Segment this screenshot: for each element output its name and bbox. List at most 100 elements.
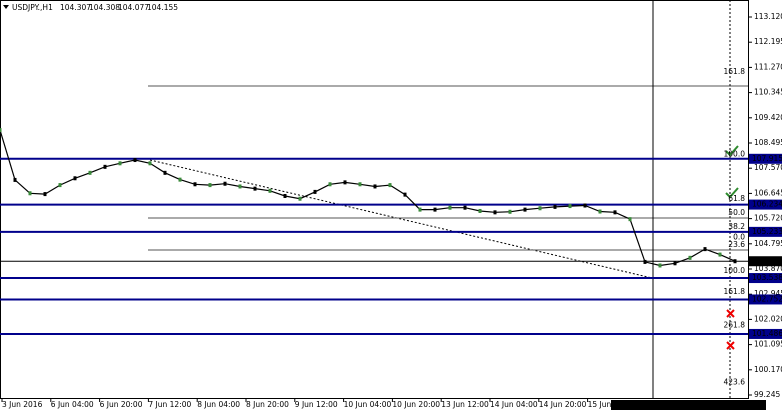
level-label-box <box>749 199 782 210</box>
candle <box>703 247 707 252</box>
signal-icons <box>725 145 739 350</box>
level-label-box <box>749 256 782 267</box>
candle <box>163 170 167 175</box>
trend-line <box>149 159 653 279</box>
candle <box>388 183 392 188</box>
level-label: 102.752 <box>752 294 782 303</box>
cursor-label-box <box>611 400 689 410</box>
x-tick-label: 10 Jun 20:00 <box>392 400 440 409</box>
candle <box>298 196 302 201</box>
symbol-label: USDJPY.,H1 <box>12 3 53 12</box>
cross-icon <box>726 309 735 318</box>
x-tick-label: 6 Jun 20:00 <box>100 400 143 409</box>
fib-label: 38.2 <box>728 222 745 231</box>
fib-label: 261.8 <box>724 320 746 329</box>
candle <box>253 186 257 191</box>
level-label: 106.234 <box>752 200 782 209</box>
y-tick-label: 111.270 <box>754 62 782 71</box>
y-tick-label: 99.245 <box>754 390 780 399</box>
fib-label: 23.6 <box>728 240 745 249</box>
candle <box>493 210 497 215</box>
candle <box>613 210 617 215</box>
level-label: 107.915 <box>752 154 782 163</box>
candle <box>133 158 137 163</box>
candle <box>73 176 77 181</box>
y-tick-label: 102.945 <box>754 289 782 298</box>
candle <box>358 182 362 187</box>
candle <box>118 161 122 166</box>
level-label-box <box>749 226 782 237</box>
candle <box>628 217 632 222</box>
candle <box>208 183 212 188</box>
level-label: 104.155 <box>752 256 782 265</box>
candle <box>478 208 482 213</box>
candle <box>688 255 692 260</box>
ohlc-value: 104.077 <box>118 3 149 12</box>
check-icon <box>725 187 739 199</box>
candle <box>328 182 332 187</box>
y-tick-label: 106.645 <box>754 188 782 197</box>
candle <box>598 209 602 214</box>
level-label-box <box>749 153 782 164</box>
y-tick-label: 105.720 <box>754 214 782 223</box>
candle <box>58 183 62 188</box>
level-label-box <box>749 273 782 284</box>
candle <box>193 182 197 187</box>
fib-label: 100.0 <box>724 266 746 275</box>
y-tick-label: 110.345 <box>754 88 782 97</box>
fib-label: 50.0 <box>728 208 745 217</box>
x-tick-label: 15 Jun 12: <box>588 400 626 409</box>
x-tick-label: 9 Jun 12:00 <box>295 400 338 409</box>
cursor-label: 2016.06.17 10:00 <box>690 400 757 409</box>
y-tick-label: 108.495 <box>754 138 782 147</box>
level-label: 103.538 <box>752 273 782 282</box>
x-tick-label: 3 Jun 2016 <box>2 400 43 409</box>
candle <box>0 128 2 133</box>
candle <box>103 164 107 169</box>
y-tick-label: 104.795 <box>754 239 782 248</box>
ohlc-value: 104.307 <box>60 3 91 12</box>
level-label: 101.486 <box>752 329 782 338</box>
plot-frame <box>0 0 749 399</box>
candle <box>313 189 317 194</box>
candle <box>643 259 647 264</box>
candle <box>88 170 92 175</box>
x-tick-label: 14 Jun 20:00 <box>539 400 587 409</box>
check-icon <box>725 145 739 157</box>
x-tick-label: 7 Jun 12:00 <box>148 400 191 409</box>
ohlc-value: 104.308 <box>89 3 120 12</box>
cursor-label: 2016.06.16 09:00 <box>613 400 680 409</box>
candle <box>13 177 17 182</box>
candle <box>343 180 347 185</box>
y-tick-label: 101.095 <box>754 340 782 349</box>
candle <box>538 206 542 211</box>
x-tick-label: 13 Jun 12:00 <box>441 400 489 409</box>
candle <box>508 209 512 214</box>
x-tick-label: 14 Jun 04:00 <box>490 400 538 409</box>
candle <box>178 177 182 182</box>
candle <box>238 184 242 189</box>
fib-label: 61.8 <box>728 194 745 203</box>
fib-label: 423.6 <box>724 378 746 387</box>
candle <box>583 203 587 208</box>
y-tick-label: 113.120 <box>754 12 782 21</box>
fib-label: 161.8 <box>724 287 746 296</box>
candle <box>568 204 572 209</box>
y-tick-label: 112.195 <box>754 37 782 46</box>
candle <box>523 207 527 212</box>
cross-icon <box>726 341 735 350</box>
price-line <box>0 129 736 267</box>
x-tick-label: 6 Jun 04:00 <box>51 400 94 409</box>
y-tick-label: 109.420 <box>754 113 782 122</box>
fib-label: 161.8 <box>724 67 746 76</box>
x-tick-label: 8 Jun 04:00 <box>197 400 240 409</box>
candle <box>43 192 47 197</box>
candle <box>283 193 287 198</box>
candle <box>28 191 32 196</box>
candle <box>403 192 407 197</box>
fib-label: 0.0 <box>733 232 745 241</box>
candle <box>658 263 662 268</box>
y-tick-label: 107.570 <box>754 163 782 172</box>
x-tick-label: 10 Jun 04:00 <box>344 400 392 409</box>
menu-arrow <box>3 5 9 9</box>
